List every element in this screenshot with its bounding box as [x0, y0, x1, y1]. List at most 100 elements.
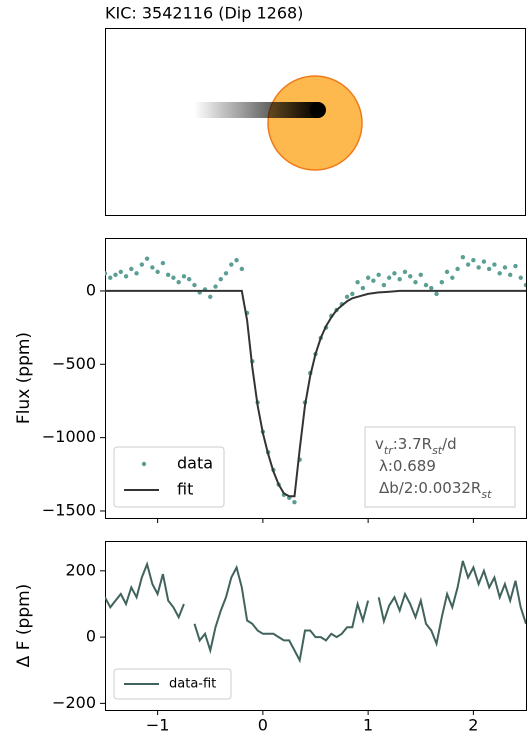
star	[267, 75, 363, 171]
legend-label: data-fit	[169, 677, 216, 692]
data-point	[434, 291, 439, 297]
data-point	[292, 499, 297, 505]
data-point	[134, 271, 139, 276]
data-point	[108, 275, 113, 280]
annotation: Δb/2:0.0032Rst	[379, 479, 492, 501]
data-point	[471, 257, 476, 263]
x-tick-label: 2	[468, 716, 478, 735]
data-point	[118, 269, 123, 275]
data-point	[508, 272, 513, 278]
diagram-frame	[105, 28, 526, 216]
data-point	[234, 257, 239, 263]
data-point	[105, 271, 108, 276]
y-axis-label: Δ F (ppm)	[14, 584, 34, 668]
annotation-box	[364, 426, 516, 508]
data-point	[408, 274, 413, 279]
data-point	[129, 266, 134, 272]
data-point	[165, 272, 171, 278]
data-point	[376, 272, 381, 278]
legend-box	[113, 668, 232, 700]
data-point	[344, 294, 350, 300]
x-tick-label: 1	[363, 716, 373, 735]
y-tick-label: −500	[52, 354, 96, 373]
data-point	[423, 282, 429, 288]
legend-label: fit	[177, 480, 193, 499]
data-point	[455, 266, 460, 272]
data-point	[192, 282, 197, 288]
x-tick-label: 0	[258, 716, 268, 735]
data-point	[513, 263, 518, 269]
data-point	[523, 282, 526, 288]
data-point	[392, 271, 397, 276]
data-point	[502, 265, 508, 270]
data-point	[144, 256, 150, 261]
data-point	[160, 260, 166, 266]
data-point	[492, 262, 497, 267]
y-axis-label: Flux (ppm)	[14, 332, 34, 424]
annotation-subscript: st	[432, 444, 443, 457]
data-point	[418, 272, 423, 278]
data-point	[150, 265, 155, 270]
y-tick-label: 0	[86, 280, 96, 299]
data-point	[429, 285, 434, 291]
annotation: λ:0.689	[379, 457, 436, 475]
data-point	[176, 279, 181, 285]
data-point	[365, 275, 371, 280]
annotation-subscript: st	[481, 488, 492, 501]
legend-box	[113, 446, 225, 508]
data-point	[476, 265, 481, 270]
data-point	[360, 285, 366, 291]
data-point	[155, 269, 160, 275]
data-point	[113, 272, 118, 278]
data-point	[386, 275, 392, 280]
annotation-text: Δb/2:0.0032R	[379, 479, 481, 497]
panel-title: KIC: 3542116 (Dip 1268)	[105, 4, 303, 23]
data-point	[444, 269, 450, 275]
data-point	[355, 279, 360, 285]
y-tick-label: 200	[65, 560, 96, 579]
series-line	[105, 560, 526, 664]
data-point	[497, 271, 502, 276]
data-point	[229, 262, 234, 267]
data-point	[486, 266, 492, 272]
legend-marker	[141, 461, 147, 467]
data-point	[139, 262, 145, 267]
data-point	[223, 271, 229, 276]
annotation-text: /d	[442, 435, 457, 453]
comet-tail	[194, 102, 318, 118]
annotation-text: λ:0.689	[379, 457, 436, 475]
data-point	[439, 279, 444, 285]
plot-area	[105, 560, 526, 664]
data-point	[187, 277, 192, 282]
comet-head	[310, 102, 326, 118]
annotation: vtr:3.7Rst/d	[375, 435, 457, 457]
y-tick-label: −200	[52, 693, 96, 712]
data-point	[171, 275, 176, 280]
data-point	[450, 275, 455, 280]
y-tick-label: −1000	[42, 427, 96, 446]
data-point	[218, 277, 223, 282]
data-point	[381, 282, 387, 288]
series-line	[105, 289, 526, 498]
plot-frame	[105, 238, 527, 519]
data-point	[413, 279, 418, 285]
data-point	[213, 284, 218, 289]
data-point	[481, 259, 487, 264]
legend-label: data	[177, 454, 213, 473]
data-point	[518, 275, 523, 280]
plot-area	[105, 255, 526, 505]
data-point	[465, 262, 471, 267]
annotation-subscript: tr	[384, 444, 394, 457]
y-tick-label: 0	[86, 627, 96, 646]
data-point	[371, 278, 376, 283]
data-point	[123, 274, 129, 279]
data-point	[460, 255, 466, 260]
data-point	[208, 294, 213, 300]
data-point	[239, 266, 245, 272]
x-tick-label: −1	[146, 716, 170, 735]
annotation-text: :3.7R	[393, 435, 432, 453]
data-point	[397, 277, 402, 282]
y-tick-label: −1500	[42, 500, 96, 519]
data-point	[181, 274, 187, 279]
